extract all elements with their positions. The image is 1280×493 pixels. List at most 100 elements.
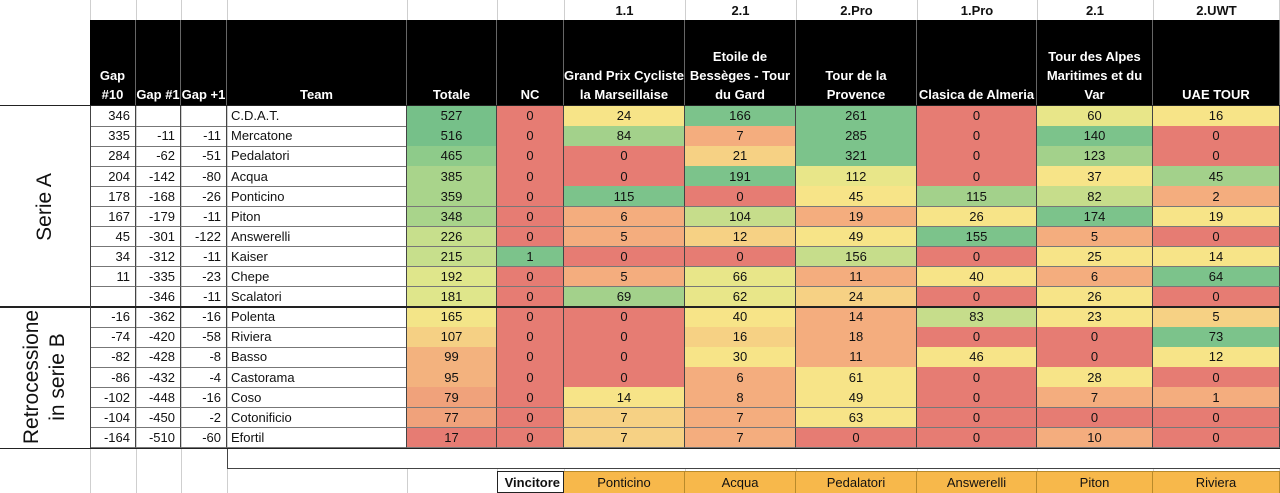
race-points-cell: 37 [1037, 166, 1153, 187]
cell-nc: 0 [497, 307, 564, 328]
cell-team: Polenta [227, 307, 407, 328]
race-points-cell: 0 [1037, 407, 1153, 429]
race-points-cell: 0 [685, 186, 796, 207]
cell-nc: 0 [497, 186, 564, 207]
race-points-cell: 11 [796, 266, 917, 288]
cell-g1: -312 [136, 246, 181, 268]
race-points-cell: 115 [564, 186, 685, 207]
race-points-cell: 0 [564, 246, 685, 268]
cell-nc: 0 [497, 126, 564, 147]
cell-g10: -82 [90, 347, 136, 368]
cell-g1: -420 [136, 327, 181, 348]
cell-tot: 527 [407, 106, 497, 127]
cell-tot: 359 [407, 186, 497, 207]
cell-tot: 385 [407, 166, 497, 187]
race-points-cell: 40 [685, 307, 796, 328]
cell-g10: 284 [90, 146, 136, 167]
race-points-cell: 0 [917, 387, 1037, 408]
race-points-cell: 19 [1153, 206, 1280, 228]
group-label-text: Retrocessione in serie B [19, 310, 71, 444]
race-points-cell: 5 [1153, 307, 1280, 328]
cell-team: Castorama [227, 367, 407, 388]
race-points-cell: 63 [796, 407, 917, 429]
cell-tot: 99 [407, 347, 497, 368]
cell-nc: 0 [497, 347, 564, 368]
vincitore-team: Piton [1037, 471, 1153, 493]
race-points-cell: 0 [564, 307, 685, 328]
cell-nc: 0 [497, 106, 564, 127]
cell-tot: 181 [407, 286, 497, 308]
race-points-cell: 0 [917, 126, 1037, 147]
race-points-cell: 0 [564, 367, 685, 388]
cell-gp1: -2 [181, 407, 227, 429]
cell-gp1: -80 [181, 166, 227, 187]
cell-g1: -179 [136, 206, 181, 228]
race-points-cell: 0 [564, 166, 685, 187]
cell-tot: 17 [407, 427, 497, 449]
cell-gp1: -122 [181, 226, 227, 248]
race-points-cell: 7 [564, 427, 685, 449]
race-points-cell: 0 [917, 427, 1037, 449]
race-points-cell: 16 [685, 327, 796, 348]
race-points-cell: 0 [1153, 226, 1280, 248]
race-category: 2.1 [1085, 2, 1105, 18]
race-points-cell: 0 [1153, 126, 1280, 147]
race-points-cell: 30 [685, 347, 796, 368]
header-nc: NC [497, 20, 564, 106]
cell-gp1: -11 [181, 126, 227, 147]
cell-g1: -510 [136, 427, 181, 449]
race-points-cell: 0 [796, 427, 917, 449]
race-points-cell: 0 [1153, 146, 1280, 167]
header-race: Clasica de Almeria [917, 20, 1037, 106]
cell-nc: 0 [497, 226, 564, 248]
race-points-cell: 5 [564, 266, 685, 288]
header-totale: Totale [407, 20, 497, 106]
race-points-cell: 174 [1037, 206, 1153, 228]
cell-team: C.D.A.T. [227, 106, 407, 127]
race-points-cell: 21 [685, 146, 796, 167]
race-points-cell: 18 [796, 327, 917, 348]
race-points-cell: 14 [564, 387, 685, 408]
race-points-cell: 285 [796, 126, 917, 147]
cell-team: Kaiser [227, 246, 407, 268]
cell-team: Coso [227, 387, 407, 408]
cell-g1: -346 [136, 286, 181, 308]
vincitore-team: Pedalatori [796, 471, 917, 493]
group-label-line: in serie B [46, 333, 70, 422]
race-points-cell: 19 [796, 206, 917, 228]
race-points-cell: 26 [1037, 286, 1153, 308]
cell-team: Efortil [227, 427, 407, 449]
vincitore-label: Vincitore [497, 471, 564, 493]
cell-nc: 0 [497, 427, 564, 449]
race-points-cell: 82 [1037, 186, 1153, 207]
cell-team: Piton [227, 206, 407, 228]
header-team: Team [227, 20, 407, 106]
cell-g1: -335 [136, 266, 181, 288]
race-points-cell: 0 [917, 106, 1037, 127]
race-points-cell: 0 [1153, 427, 1280, 449]
cell-team: Mercatone [227, 126, 407, 147]
race-points-cell: 24 [564, 106, 685, 127]
race-points-cell: 7 [564, 407, 685, 429]
cell-tot: 192 [407, 266, 497, 288]
race-points-cell: 14 [1153, 246, 1280, 268]
cell-gp1: -11 [181, 206, 227, 228]
cell-g1: -62 [136, 146, 181, 167]
group-label-line: Retrocessione [20, 310, 44, 445]
cell-g1: -432 [136, 367, 181, 388]
cell-team: Cotonificio [227, 407, 407, 429]
cell-g10: 11 [90, 266, 136, 288]
race-points-cell: 7 [1037, 387, 1153, 408]
cell-gp1 [181, 106, 227, 127]
race-points-cell: 16 [1153, 106, 1280, 127]
race-points-cell: 0 [1153, 367, 1280, 388]
race-points-cell: 1 [1153, 387, 1280, 408]
cell-nc: 0 [497, 266, 564, 288]
cell-tot: 465 [407, 146, 497, 167]
cell-g10: 34 [90, 246, 136, 268]
cell-tot: 79 [407, 387, 497, 408]
race-points-cell: 0 [1153, 407, 1280, 429]
race-points-cell: 261 [796, 106, 917, 127]
cell-gp1: -11 [181, 286, 227, 308]
race-points-cell: 0 [917, 286, 1037, 308]
